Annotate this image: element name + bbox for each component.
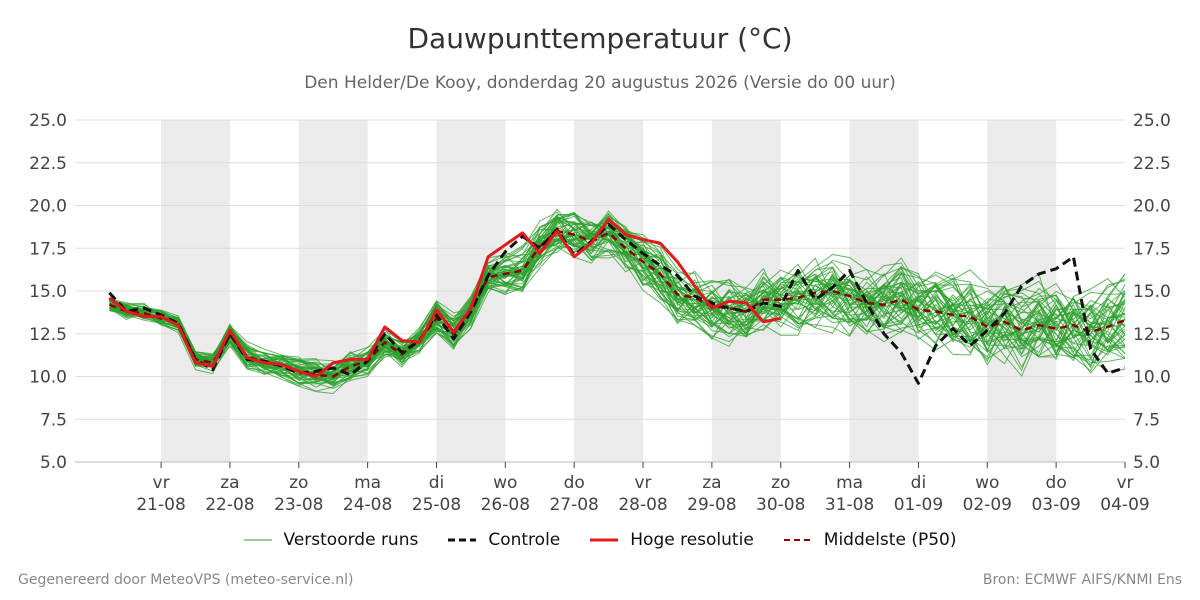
legend-swatch-ensemble	[243, 539, 272, 541]
x-tick-day-label: vr	[635, 473, 652, 493]
series-line-hires	[108, 217, 781, 378]
x-tick-day-label: wo	[975, 473, 999, 493]
legend-item-control[interactable]: Controle	[448, 530, 560, 550]
legend: Verstoorde runs Controle Hoge resolutie …	[0, 530, 1200, 550]
x-tick-date-label: 01-09	[894, 495, 943, 515]
x-tick-day-label: di	[911, 473, 927, 493]
legend-label-hires: Hoge resolutie	[630, 530, 754, 550]
y-tick-label-right: 12.5	[1133, 325, 1171, 345]
y-tick-label-left: 20.0	[29, 197, 67, 217]
x-tick-date-label: 24-08	[343, 495, 392, 515]
x-tick-date-label: 31-08	[825, 495, 874, 515]
ensemble-member-line	[109, 220, 1126, 372]
x-tick-date-label: 02-09	[963, 495, 1012, 515]
y-tick-label-right: 10.0	[1133, 368, 1171, 388]
x-tick-date-label: 23-08	[274, 495, 323, 515]
y-tick-label-right: 15.0	[1133, 282, 1171, 302]
y-tick-label-right: 7.5	[1133, 410, 1160, 430]
x-tick-date-label: 25-08	[412, 495, 461, 515]
x-tick-date-label: 26-08	[481, 495, 530, 515]
y-tick-label-right: 25.0	[1133, 111, 1171, 131]
legend-swatch-hires	[590, 538, 619, 542]
ensemble-member-line	[109, 226, 1126, 379]
x-tick-day-label: wo	[493, 473, 517, 493]
x-tick-date-label: 22-08	[205, 495, 254, 515]
x-tick-date-label: 04-09	[1100, 495, 1149, 515]
x-tick-day-label: za	[702, 473, 721, 493]
legend-label-ensemble: Verstoorde runs	[283, 530, 419, 550]
y-tick-label-right: 22.5	[1133, 154, 1171, 174]
chart-subtitle: Den Helder/De Kooy, donderdag 20 augustu…	[304, 73, 896, 93]
x-tick-date-label: 21-08	[136, 495, 185, 515]
x-tick-date-label: 28-08	[618, 495, 667, 515]
chart-title: Dauwpunttemperatuur (°C)	[407, 22, 793, 55]
y-tick-label-left: 17.5	[29, 239, 67, 259]
y-tick-label-left: 10.0	[29, 368, 67, 388]
legend-item-hires[interactable]: Hoge resolutie	[590, 530, 754, 550]
y-tick-label-right: 17.5	[1133, 239, 1171, 259]
main-series	[108, 217, 1126, 385]
x-tick-date-label: 27-08	[549, 495, 598, 515]
y-tick-label-left: 15.0	[29, 282, 67, 302]
x-tick-day-label: zo	[289, 473, 308, 493]
x-tick-day-label: do	[1046, 473, 1067, 493]
legend-swatch-median	[783, 539, 812, 541]
x-tick-day-label: vr	[1116, 473, 1133, 493]
x-tick-day-label: di	[429, 473, 445, 493]
footer-source: Bron: ECMWF AIFS/KNMI Ens	[982, 572, 1182, 588]
y-tick-label-left: 5.0	[40, 453, 67, 473]
x-tick-day-label: do	[564, 473, 585, 493]
ensemble-member-line	[109, 226, 1126, 380]
ensemble-member-line	[109, 234, 1126, 392]
x-tick-date-label: 03-09	[1031, 495, 1080, 515]
y-tick-label-left: 25.0	[29, 111, 67, 131]
legend-label-median: Middelste (P50)	[823, 530, 957, 550]
footer-generated-by: Gegenereerd door MeteoVPS (meteo-service…	[18, 572, 354, 588]
x-tick-day-label: zo	[771, 473, 790, 493]
legend-swatch-control	[448, 538, 477, 542]
legend-item-ensemble[interactable]: Verstoorde runs	[243, 530, 419, 550]
y-tick-label-left: 7.5	[40, 410, 67, 430]
y-tick-label-right: 5.0	[1133, 453, 1160, 473]
x-tick-date-label: 30-08	[756, 495, 805, 515]
ensemble-member-line	[109, 214, 1126, 388]
legend-item-median[interactable]: Middelste (P50)	[783, 530, 957, 550]
x-tick-day-label: za	[220, 473, 239, 493]
y-tick-label-left: 22.5	[29, 154, 67, 174]
legend-label-control: Controle	[488, 530, 561, 550]
ensemble-member-line	[109, 211, 1126, 368]
x-tick-day-label: ma	[354, 473, 381, 493]
y-tick-label-right: 20.0	[1133, 197, 1171, 217]
x-tick-date-label: 29-08	[687, 495, 736, 515]
y-tick-label-left: 12.5	[29, 325, 67, 345]
axes: 5.0 5.0 7.5 7.5 10.0 10.0 12.5 12.5 15.0 15.0 17.5…	[29, 111, 1171, 515]
x-tick-day-label: vr	[153, 473, 170, 493]
x-tick-day-label: ma	[836, 473, 863, 493]
